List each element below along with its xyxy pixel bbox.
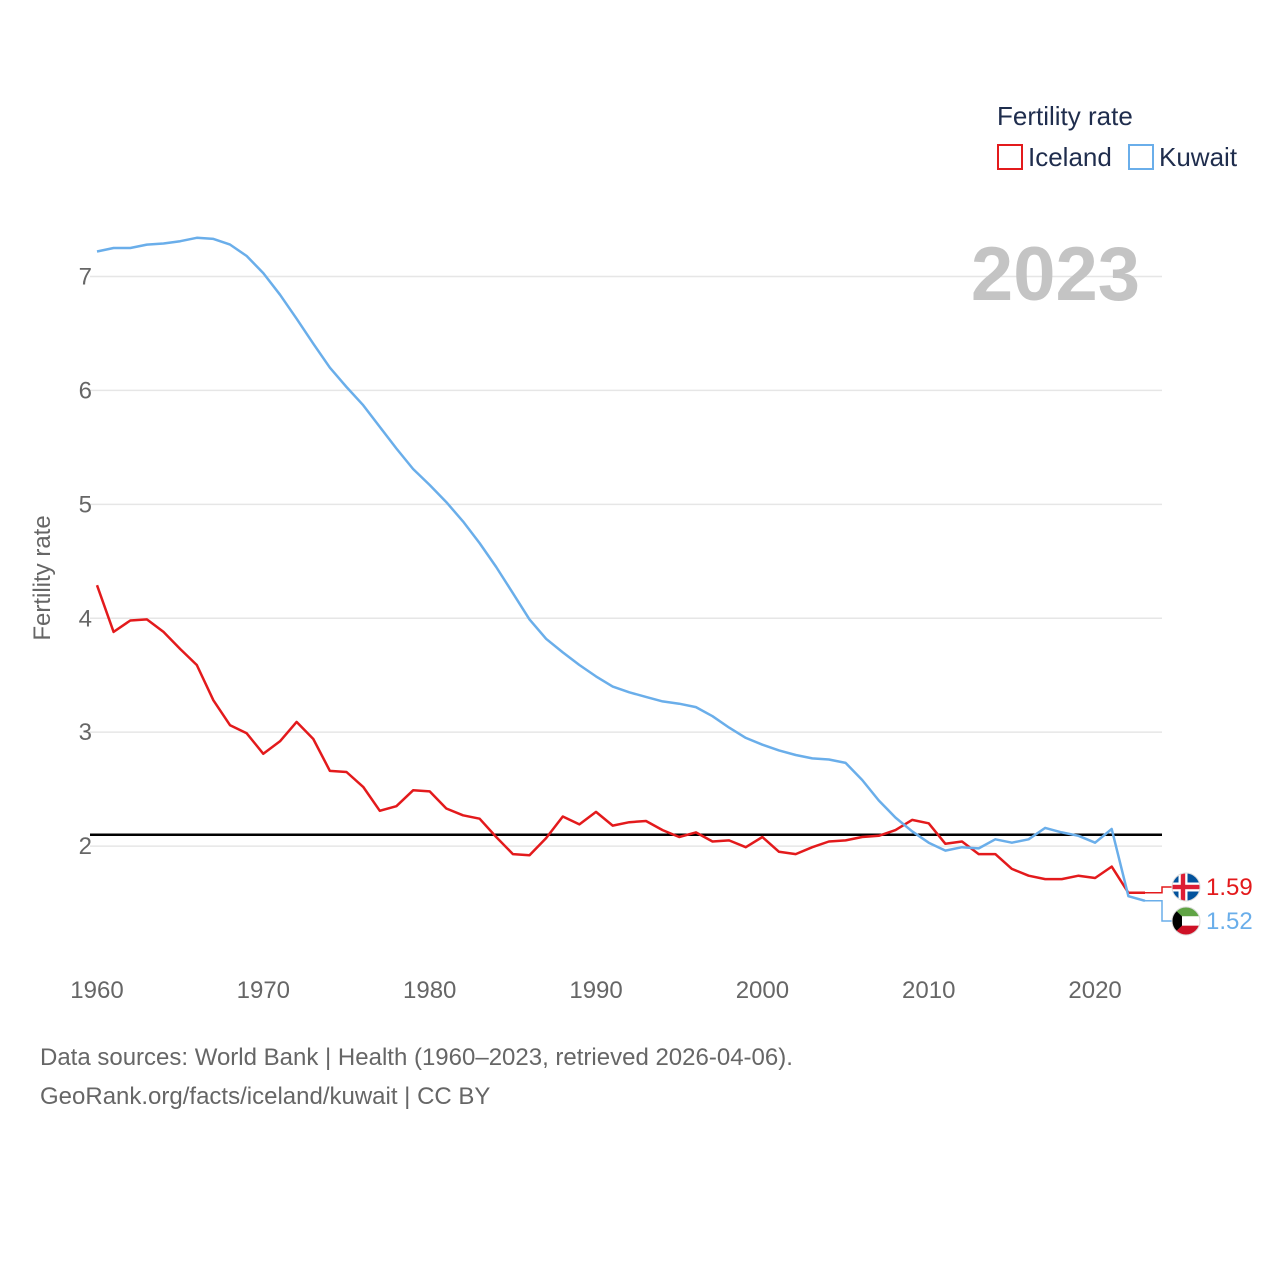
series-line-kuwait [96, 236, 1146, 903]
end-connector-iceland [1145, 886, 1172, 894]
current-year-label: 2023 [971, 232, 1140, 317]
legend-label-kuwait: Kuwait [1159, 142, 1238, 172]
iceland-flag-icon [1171, 872, 1201, 902]
series-end-labels: 1.59 1.52 [1145, 872, 1253, 936]
x-tick-label: 1980 [403, 977, 456, 1004]
legend: Fertility rate Iceland Kuwait [997, 101, 1238, 172]
y-tick-label: 5 [79, 491, 92, 518]
y-axis-label: Fertility rate [29, 515, 56, 640]
y-tick-label: 2 [79, 833, 92, 860]
x-tick-label: 2020 [1068, 977, 1121, 1004]
legend-title: Fertility rate [997, 101, 1133, 131]
y-tick-label: 6 [79, 377, 92, 404]
legend-swatch-kuwait [1128, 144, 1154, 170]
source-line-1: Data sources: World Bank | Health (1960–… [40, 1044, 793, 1071]
x-axis-ticks: 1960 1970 1980 1990 2000 2010 2020 [70, 977, 1121, 1004]
kuwait-flag-icon [1171, 906, 1201, 936]
y-tick-label: 3 [79, 719, 92, 746]
fertility-rate-chart: 2 3 4 5 6 7 1960 1970 1980 1990 2000 2010 2020 1.59… [29, 101, 1253, 1004]
legend-item-iceland[interactable]: Iceland [997, 142, 1112, 172]
y-axis-ticks: 2 3 4 5 6 7 [79, 264, 92, 861]
end-value-iceland: 1.59 [1206, 874, 1253, 901]
x-tick-label: 1990 [569, 977, 622, 1004]
y-tick-label: 4 [79, 605, 92, 632]
y-tick-label: 7 [79, 264, 92, 291]
legend-swatch-iceland [997, 144, 1023, 170]
x-tick-label: 1960 [70, 977, 123, 1004]
end-connector-kuwait [1145, 900, 1172, 922]
legend-label-iceland: Iceland [1028, 142, 1112, 172]
series-lines [95, 236, 1146, 903]
end-value-kuwait: 1.52 [1206, 908, 1253, 935]
x-tick-label: 2000 [736, 977, 789, 1004]
source-line-2: GeoRank.org/facts/iceland/kuwait | CC BY [40, 1083, 491, 1110]
x-tick-label: 2010 [902, 977, 955, 1004]
x-tick-label: 1970 [237, 977, 290, 1004]
gridlines [90, 275, 1162, 847]
legend-item-kuwait[interactable]: Kuwait [1128, 142, 1238, 172]
